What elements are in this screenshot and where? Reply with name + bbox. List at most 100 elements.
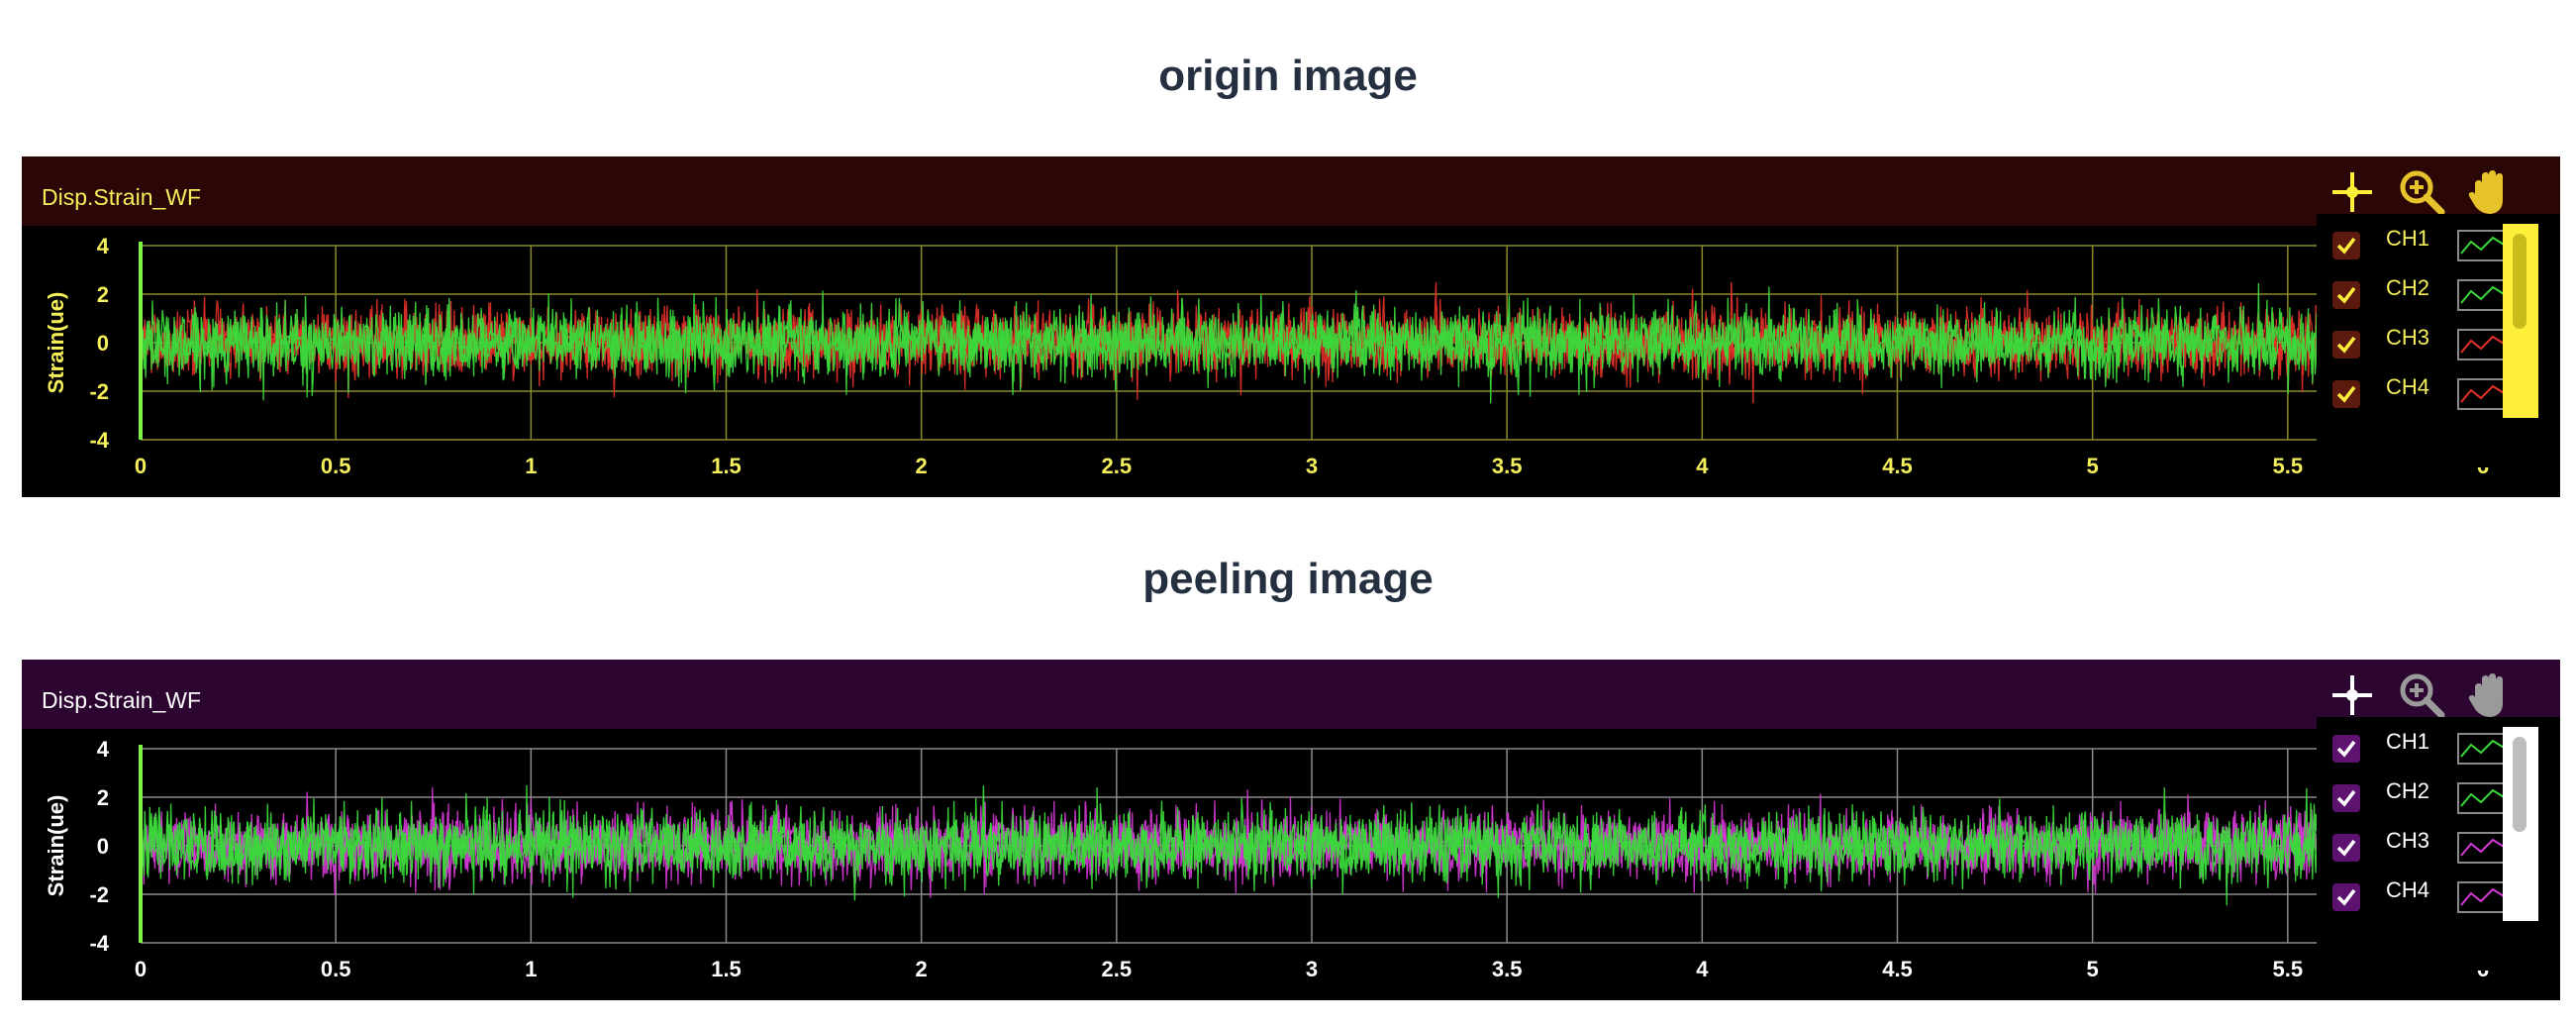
x-tick-label: 2.5 [1102,957,1133,981]
checkmark-icon [2336,237,2356,255]
checkmark-icon [2336,286,2356,304]
legend-item-ch1[interactable]: CH1 [2317,220,2513,269]
pan-hand-icon [2468,673,2503,717]
ch2-checkbox[interactable] [2332,281,2360,309]
pan-tool-button[interactable] [2461,667,2517,723]
y-axis-label: Strain(ue) [44,292,68,394]
y-tick-label: -4 [89,428,109,453]
y-tick-label: 0 [97,834,109,859]
crosshair-icon [2332,675,2372,715]
legend-label: CH4 [2386,877,2430,902]
section-heading-origin: origin image [1158,51,1418,100]
crosshair-icon [2332,172,2372,212]
x-tick-label: 4 [1696,454,1709,478]
x-tick-label: 5.5 [2273,957,2304,981]
y-tick-label: 2 [97,282,109,307]
chart-toolbar [2325,164,2523,220]
panel-title: Disp.Strain_WF [42,687,202,713]
legend-item-ch4[interactable]: CH4 [2317,368,2513,418]
x-tick-label: 0 [135,957,147,981]
zoom-tool-button[interactable] [2394,667,2449,723]
strain-waveform-chart[interactable]: -4-202400.511.522.533.544.555.56Strain(u… [22,156,2560,497]
x-tick-label: 2.5 [1102,454,1133,478]
panel-header: Disp.Strain_WF [22,660,2560,729]
legend-label: CH2 [2386,275,2430,300]
chart-toolbar [2325,667,2523,723]
zoom-in-icon [2400,673,2445,719]
x-tick-label: 1.5 [711,454,742,478]
checkmark-icon [2336,385,2356,403]
legend-label: CH2 [2386,778,2430,803]
legend-label: CH1 [2386,729,2430,754]
legend-label: CH1 [2386,226,2430,251]
ch4-checkbox[interactable] [2332,380,2360,408]
checkmark-icon [2336,839,2356,857]
legend-item-ch3[interactable]: CH3 [2317,319,2513,368]
legend-item-ch1[interactable]: CH1 [2317,723,2513,772]
ch1-checkbox[interactable] [2332,735,2360,763]
waveform-panel-peeling: Disp.Strain_WF [22,660,2560,1000]
x-tick-label: 5.5 [2273,454,2304,478]
panel-title: Disp.Strain_WF [42,184,202,210]
y-tick-label: 2 [97,785,109,810]
checkmark-icon [2336,888,2356,906]
zoom-in-icon [2400,170,2445,216]
scrollbar-thumb[interactable] [2513,234,2526,329]
x-tick-label: 1 [525,454,537,478]
x-tick-label: 5 [2087,454,2099,478]
legend-scrollbar[interactable] [2503,224,2538,418]
x-tick-label: 5 [2087,957,2099,981]
ch4-checkbox[interactable] [2332,883,2360,911]
y-tick-label: 0 [97,331,109,356]
x-tick-label: 1.5 [711,957,742,981]
pan-tool-button[interactable] [2461,164,2517,220]
checkmark-icon [2336,740,2356,758]
x-tick-label: 2 [916,957,928,981]
ch3-checkbox[interactable] [2332,834,2360,862]
panel-header: Disp.Strain_WF [22,156,2560,226]
strain-waveform-chart[interactable]: -4-202400.511.522.533.544.555.56Strain(u… [22,660,2560,1000]
ch2-checkbox[interactable] [2332,784,2360,812]
x-tick-label: 4.5 [1882,454,1913,478]
x-tick-label: 3.5 [1492,957,1523,981]
zoom-tool-button[interactable] [2394,164,2449,220]
series-line-ch2 [140,784,2328,901]
legend-item-ch4[interactable]: CH4 [2317,872,2513,921]
legend-item-ch3[interactable]: CH3 [2317,822,2513,872]
y-axis-label: Strain(ue) [44,795,68,897]
legend-item-ch2[interactable]: CH2 [2317,269,2513,319]
crosshair-tool-button[interactable] [2325,667,2380,723]
x-tick-label: 4 [1696,957,1709,981]
checkmark-icon [2336,789,2356,807]
waveform-panel-origin: Disp.Strain_WF [22,156,2560,497]
x-tick-label: 3.5 [1492,454,1523,478]
y-tick-label: 4 [97,737,110,762]
series-group [140,784,2328,906]
y-tick-label: -2 [89,379,109,404]
x-tick-label: 3 [1306,454,1318,478]
checkmark-icon [2336,336,2356,354]
y-tick-label: -2 [89,882,109,907]
section-heading-peeling: peeling image [1142,555,1434,603]
crosshair-tool-button[interactable] [2325,164,2380,220]
x-tick-label: 2 [916,454,928,478]
legend-item-ch2[interactable]: CH2 [2317,772,2513,822]
series-line-ch2 [140,290,2328,404]
legend-label: CH3 [2386,828,2430,853]
ch1-checkbox[interactable] [2332,232,2360,259]
legend-scrollbar[interactable] [2503,727,2538,921]
x-tick-label: 3 [1306,957,1318,981]
x-tick-label: 1 [525,957,537,981]
y-tick-label: -4 [89,931,109,956]
x-tick-label: 4.5 [1882,957,1913,981]
legend-label: CH4 [2386,374,2430,399]
grid-lines [140,245,2484,441]
x-tick-label: 0.5 [321,957,351,981]
series-group [140,281,2328,404]
x-tick-label: 0 [135,454,147,478]
scrollbar-thumb[interactable] [2513,737,2526,832]
legend-label: CH3 [2386,325,2430,350]
ch3-checkbox[interactable] [2332,331,2360,359]
pan-hand-icon [2468,170,2503,214]
x-tick-label: 0.5 [321,454,351,478]
